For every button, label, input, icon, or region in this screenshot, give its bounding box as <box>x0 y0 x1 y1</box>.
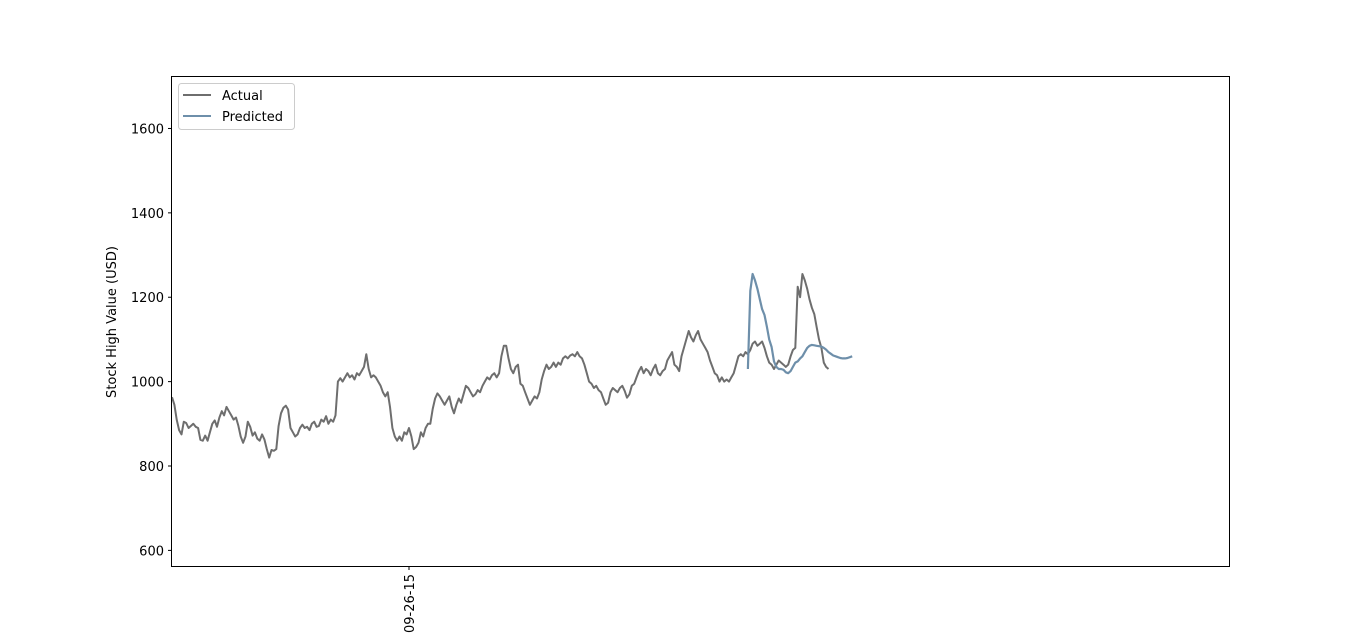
x-tick-label: 09-26-15 <box>403 574 418 633</box>
y-tick-label: 600 <box>139 544 164 559</box>
plot-frame <box>171 76 1230 567</box>
y-tick-label: 1000 <box>131 376 164 391</box>
y-tick-label: 800 <box>139 460 164 475</box>
y-tick-label: 1200 <box>131 291 164 306</box>
series-line-actual <box>171 273 830 459</box>
legend: Actual Predicted <box>178 83 295 130</box>
x-axis: 09-26-15 <box>403 566 418 633</box>
legend-label-predicted: Predicted <box>222 110 283 125</box>
plot-marks <box>171 272 853 459</box>
y-tick-label: 1400 <box>131 207 164 222</box>
legend-label-actual: Actual <box>222 89 263 104</box>
y-axis: 600 800 1000 1200 1400 1600 <box>131 122 172 559</box>
y-axis-label: Stock High Value (USD) <box>105 246 120 398</box>
y-tick-label: 1600 <box>131 122 164 137</box>
series-line-predicted <box>746 272 853 375</box>
